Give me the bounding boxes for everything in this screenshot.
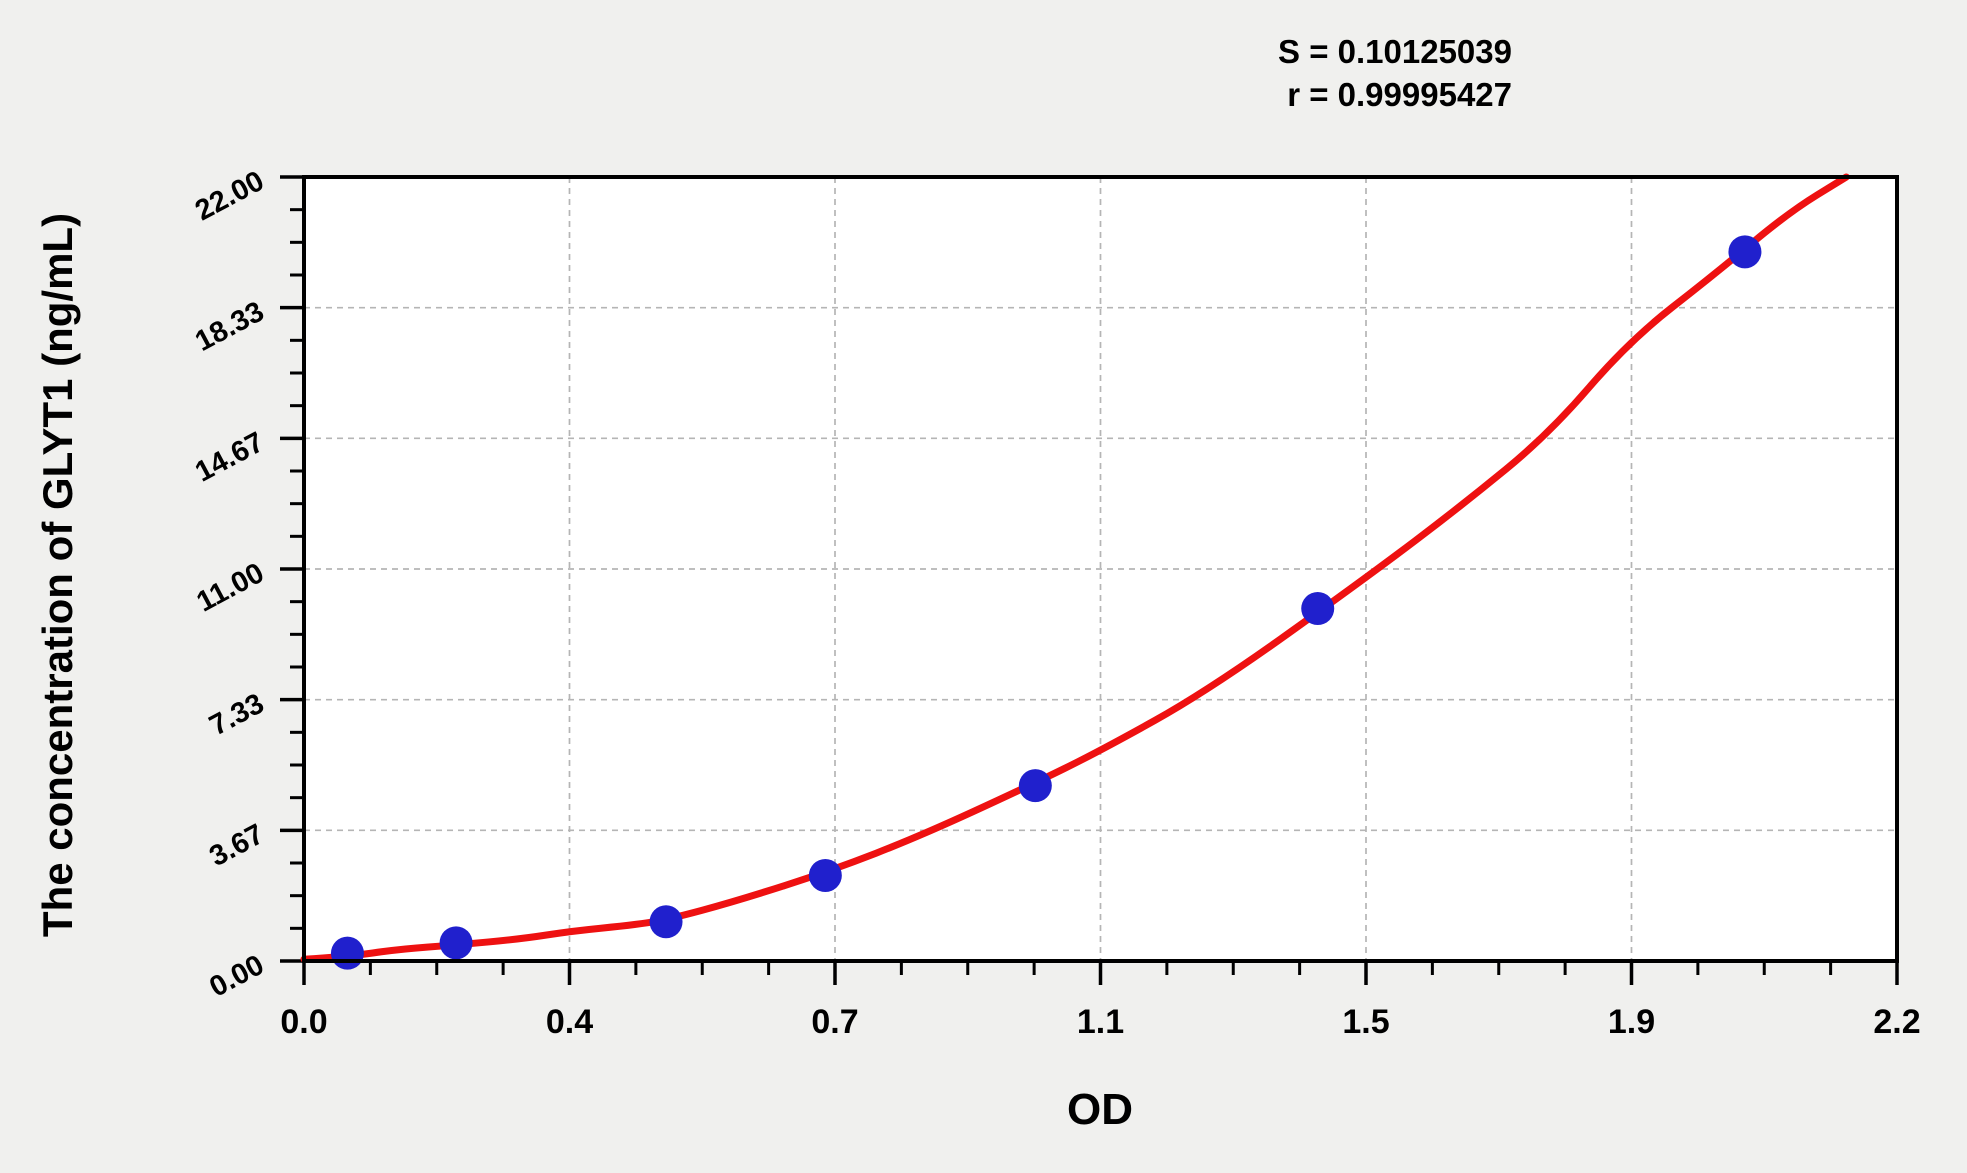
- fit-statistics: S = 0.10125039 r = 0.99995427: [1278, 30, 1512, 116]
- data-point: [330, 936, 364, 970]
- y-tick-label: 0.00: [204, 949, 269, 1004]
- stat-s-value: S = 0.10125039: [1278, 33, 1512, 70]
- x-tick-label: 1.5: [1342, 1003, 1389, 1041]
- x-tick-label: 0.4: [546, 1003, 593, 1041]
- x-tick-label: 2.2: [1873, 1003, 1920, 1041]
- y-tick-label: 7.33: [204, 688, 269, 743]
- y-tick-label: 11.00: [192, 557, 270, 619]
- data-point: [1018, 769, 1052, 803]
- x-axis-title: OD: [1067, 1085, 1133, 1134]
- y-tick-label: 3.67: [204, 818, 269, 873]
- plot-frame: [302, 175, 1899, 963]
- data-point: [1301, 592, 1335, 626]
- stat-r-value: r = 0.99995427: [1287, 76, 1512, 113]
- data-point: [439, 926, 473, 960]
- data-point: [808, 858, 842, 892]
- data-point: [649, 905, 683, 939]
- y-tick-label: 22.00: [190, 165, 269, 227]
- x-tick-label: 1.9: [1608, 1003, 1655, 1041]
- x-tick-label: 1.1: [1077, 1003, 1124, 1041]
- x-tick-label: 0.7: [811, 1003, 858, 1041]
- y-tick-label: 18.33: [190, 296, 269, 358]
- y-tick-label: 14.67: [190, 426, 269, 488]
- x-tick-label: 0.0: [280, 1003, 327, 1041]
- y-axis-title: The concentration of GLYT1 (ng/mL): [34, 212, 81, 938]
- data-point: [1728, 235, 1762, 269]
